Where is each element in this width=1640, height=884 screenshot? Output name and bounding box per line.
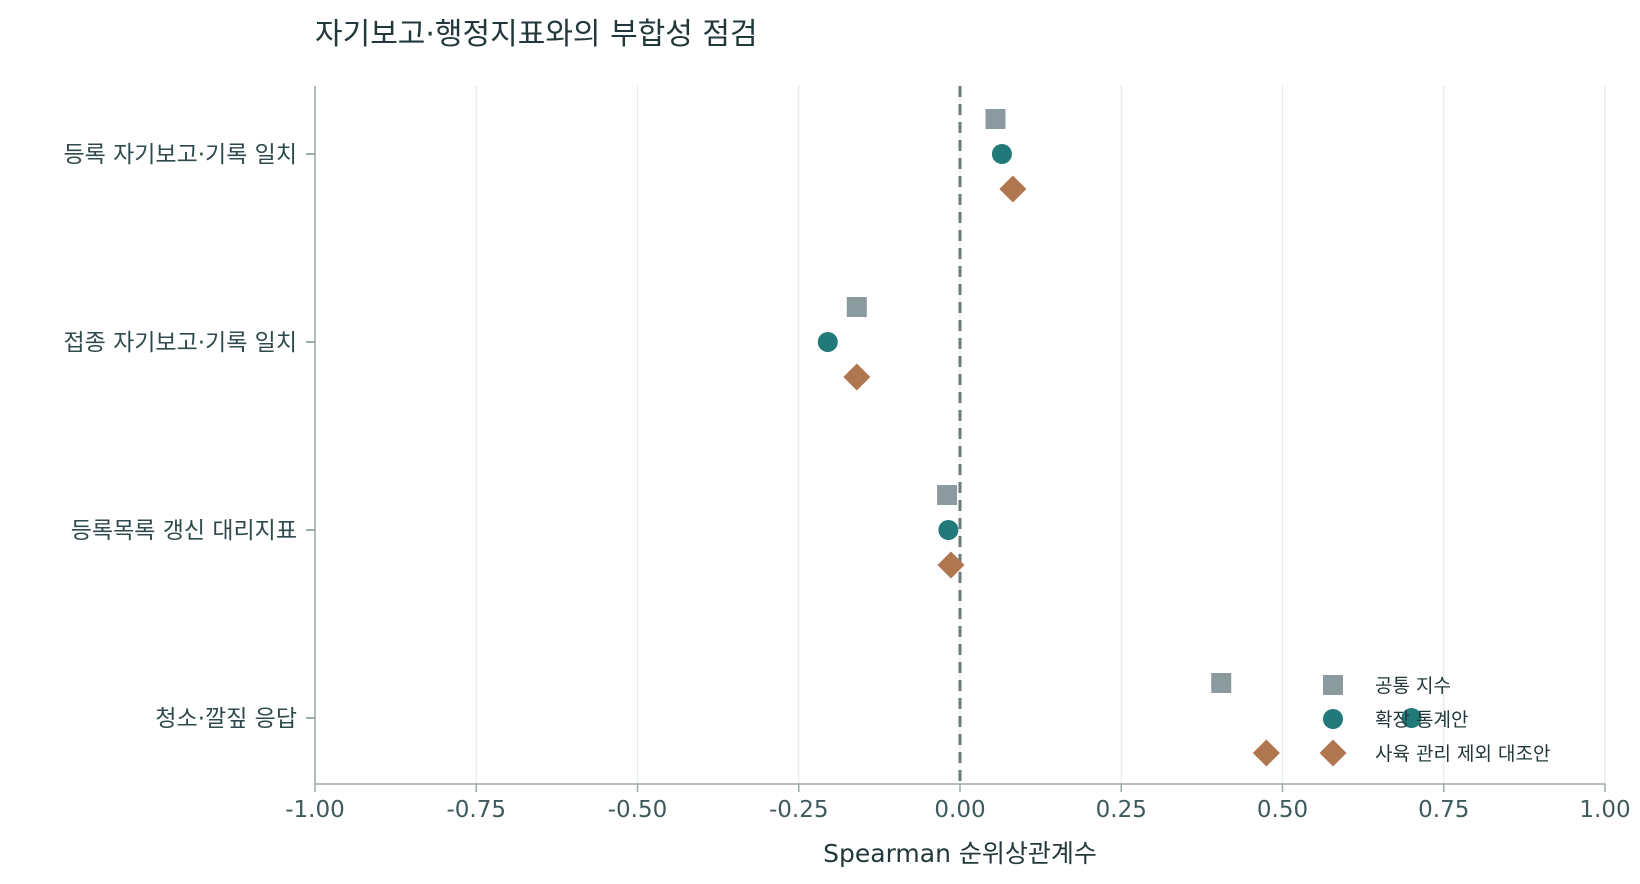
legend-marker-diamond	[1319, 739, 1347, 767]
data-point-square	[846, 297, 867, 317]
y-category-label: 청소·깔짚 응답	[155, 706, 297, 732]
chart-title: 자기보고·행정지표와의 부합성 점검	[315, 17, 758, 52]
data-point-circle	[817, 332, 838, 352]
data-point-circle	[1401, 708, 1422, 728]
data-point-diamond	[843, 363, 871, 391]
x-tick-label: 1.00	[1579, 797, 1630, 823]
data-point-square	[985, 109, 1006, 129]
data-point-circle	[991, 144, 1012, 164]
legend-marker-circle	[1323, 709, 1343, 729]
x-tick-label: -0.50	[608, 797, 668, 823]
data-point-square	[937, 485, 958, 505]
data-point-diamond	[999, 175, 1027, 203]
y-category-label: 접종 자기보고·기록 일치	[63, 330, 297, 356]
data-point-square	[1211, 673, 1232, 693]
legend-label: 사육 관리 제외 대조안	[1375, 743, 1550, 765]
x-tick-label: -1.00	[285, 797, 345, 823]
x-tick-label: 0.00	[934, 797, 985, 823]
data-point-diamond	[1252, 739, 1280, 767]
x-tick-label: 0.25	[1096, 797, 1147, 823]
x-tick-labels: -1.00 -0.75 -0.50 -0.25 0.00 0.25 0.50 0.75 1.00	[285, 797, 1630, 823]
y-category-label: 등록 자기보고·기록 일치	[63, 142, 297, 168]
axes	[306, 86, 1606, 792]
x-tick-label: 0.50	[1257, 797, 1308, 823]
legend-label: 공통 지수	[1375, 675, 1451, 697]
legend-label: 확장 통계안	[1375, 709, 1468, 731]
y-category-label: 등록목록 갱신 대리지표	[71, 518, 297, 544]
x-axis-title: Spearman 순위상관계수	[823, 839, 1097, 868]
data-point-circle	[938, 520, 959, 540]
x-tick-label: -0.75	[446, 797, 506, 823]
legend-marker-square	[1323, 675, 1343, 695]
x-tick-label: -0.25	[769, 797, 829, 823]
x-tick-label: 0.75	[1418, 797, 1469, 823]
data-points	[817, 109, 1422, 767]
data-point-diamond	[937, 551, 965, 579]
